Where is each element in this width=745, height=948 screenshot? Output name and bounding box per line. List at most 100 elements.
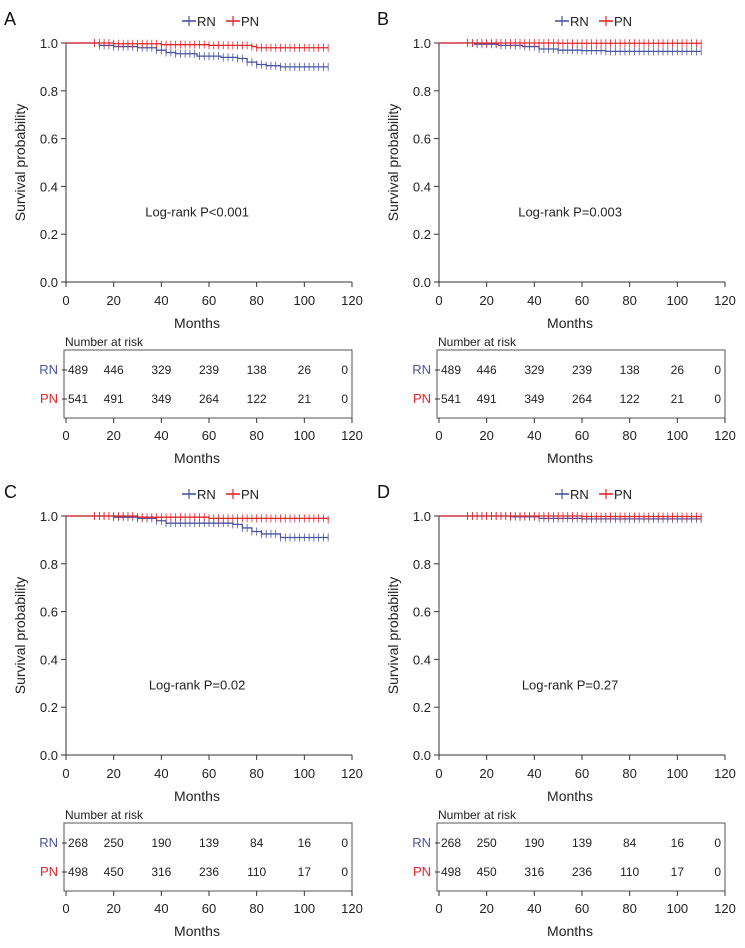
risk-value-pn: 498 [441,865,461,879]
risk-x-tick-label: 0 [62,901,69,916]
y-tick-label: 1.0 [413,36,431,51]
y-axis-label: Survival probability [12,577,28,695]
legend-label-rn: RN [197,487,216,502]
x-tick-label: 100 [666,766,688,781]
risk-table-title: Number at risk [438,808,517,822]
risk-value-pn: 450 [477,865,497,879]
x-tick-label: 0 [435,766,442,781]
risk-value-rn: 239 [572,363,592,377]
risk-row-label-pn: PN [40,391,58,406]
y-tick-label: 1.0 [40,36,58,51]
x-tick-label: 40 [527,293,541,308]
risk-value-pn: 236 [572,865,592,879]
series-pn-line [66,516,328,520]
risk-table-box [437,350,725,418]
risk-value-pn: 17 [298,865,312,879]
x-tick-label: 80 [249,766,263,781]
y-tick-label: 0.2 [413,227,431,242]
risk-value-pn: 541 [68,392,88,406]
x-tick-label: 20 [106,293,120,308]
y-tick-label: 0.0 [413,275,431,290]
risk-value-rn: 489 [441,363,461,377]
x-axis-label: Months [547,315,593,331]
y-tick-label: 0.0 [40,748,58,763]
panel-label: A [4,9,16,29]
risk-table-title: Number at risk [65,808,144,822]
x-tick-label: 40 [527,766,541,781]
x-tick-label: 120 [714,766,736,781]
risk-x-axis-label: Months [547,923,593,939]
risk-value-pn: 17 [671,865,685,879]
risk-value-pn: 21 [671,392,685,406]
risk-x-tick-label: 120 [714,901,736,916]
risk-x-tick-label: 80 [249,428,263,443]
legend-label-rn: RN [570,487,589,502]
risk-value-pn: 498 [68,865,88,879]
y-tick-label: 0.0 [413,748,431,763]
risk-value-rn: 0 [714,836,721,850]
risk-value-rn: 329 [524,363,544,377]
risk-x-tick-label: 100 [666,901,688,916]
series-rn-line [66,43,328,67]
risk-x-tick-label: 0 [62,428,69,443]
risk-table-title: Number at risk [438,335,517,349]
risk-x-tick-label: 60 [202,428,216,443]
risk-x-tick-label: 80 [622,901,636,916]
risk-value-rn: 489 [68,363,88,377]
y-tick-label: 0.6 [413,605,431,620]
x-tick-label: 0 [62,766,69,781]
risk-value-rn: 84 [623,836,637,850]
series-pn-line [439,516,701,517]
risk-value-pn: 349 [524,392,544,406]
risk-x-axis-label: Months [174,450,220,466]
y-axis-label: Survival probability [12,104,28,222]
x-tick-label: 100 [666,293,688,308]
risk-x-tick-label: 40 [154,901,168,916]
risk-x-tick-label: 80 [622,428,636,443]
risk-x-axis-label: Months [547,450,593,466]
risk-value-rn: 0 [714,363,721,377]
y-axis-label: Survival probability [385,577,401,695]
series-rn-line [439,43,701,51]
x-tick-label: 20 [479,293,493,308]
risk-x-tick-label: 40 [527,428,541,443]
risk-x-tick-label: 60 [575,901,589,916]
risk-value-pn: 450 [104,865,124,879]
logrank-annotation: Log-rank P<0.001 [145,204,249,219]
risk-value-pn: 110 [620,865,639,879]
risk-value-rn: 139 [199,836,219,850]
y-tick-label: 0.4 [40,652,58,667]
risk-value-rn: 138 [620,363,640,377]
y-tick-label: 0.6 [40,605,58,620]
risk-x-tick-label: 20 [479,428,493,443]
risk-value-pn: 491 [104,392,124,406]
risk-value-rn: 16 [671,836,685,850]
risk-x-tick-label: 20 [479,901,493,916]
y-tick-label: 0.8 [413,557,431,572]
logrank-annotation: Log-rank P=0.003 [518,204,622,219]
risk-row-label-rn: RN [412,362,431,377]
x-tick-label: 120 [714,293,736,308]
series-rn-line [66,516,328,538]
y-tick-label: 0.4 [413,652,431,667]
risk-value-pn: 264 [199,392,219,406]
risk-value-rn: 16 [298,836,312,850]
risk-value-pn: 541 [441,392,461,406]
x-tick-label: 100 [293,766,315,781]
x-axis-label: Months [547,788,593,804]
risk-value-rn: 138 [247,363,267,377]
y-tick-label: 0.8 [413,84,431,99]
y-tick-label: 0.2 [413,700,431,715]
risk-value-rn: 26 [298,363,312,377]
risk-value-pn: 110 [247,865,266,879]
risk-value-rn: 446 [477,363,497,377]
x-tick-label: 80 [622,293,636,308]
legend-label-rn: RN [570,14,589,29]
risk-row-label-rn: RN [39,362,58,377]
risk-row-label-pn: PN [413,391,431,406]
risk-x-tick-label: 0 [435,901,442,916]
